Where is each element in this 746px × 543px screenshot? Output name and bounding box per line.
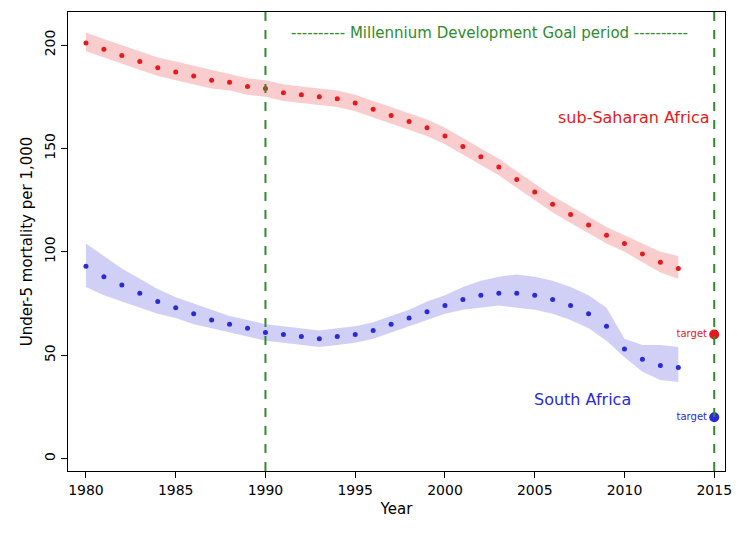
svg-text:target: target <box>677 411 707 422</box>
svg-text:sub-Saharan Africa: sub-Saharan Africa <box>558 108 710 127</box>
svg-text:---------- Millennium Developm: ---------- Millennium Development Goal p… <box>291 24 688 42</box>
svg-text:1990: 1990 <box>248 482 284 498</box>
svg-text:target: target <box>677 328 707 339</box>
svg-text:Under-5 mortality per 1,000: Under-5 mortality per 1,000 <box>18 137 36 347</box>
svg-text:150: 150 <box>42 133 58 160</box>
svg-text:50: 50 <box>42 344 58 362</box>
svg-text:200: 200 <box>42 30 58 57</box>
svg-text:1985: 1985 <box>158 482 194 498</box>
svg-text:2000: 2000 <box>427 482 463 498</box>
svg-text:1995: 1995 <box>337 482 373 498</box>
svg-text:2010: 2010 <box>607 482 643 498</box>
svg-text:0: 0 <box>42 452 58 461</box>
svg-text:Year: Year <box>380 500 414 518</box>
svg-text:2015: 2015 <box>696 482 732 498</box>
svg-text:2005: 2005 <box>517 482 553 498</box>
svg-text:1980: 1980 <box>68 482 104 498</box>
svg-text:100: 100 <box>42 236 58 263</box>
svg-text:South Africa: South Africa <box>534 390 631 409</box>
